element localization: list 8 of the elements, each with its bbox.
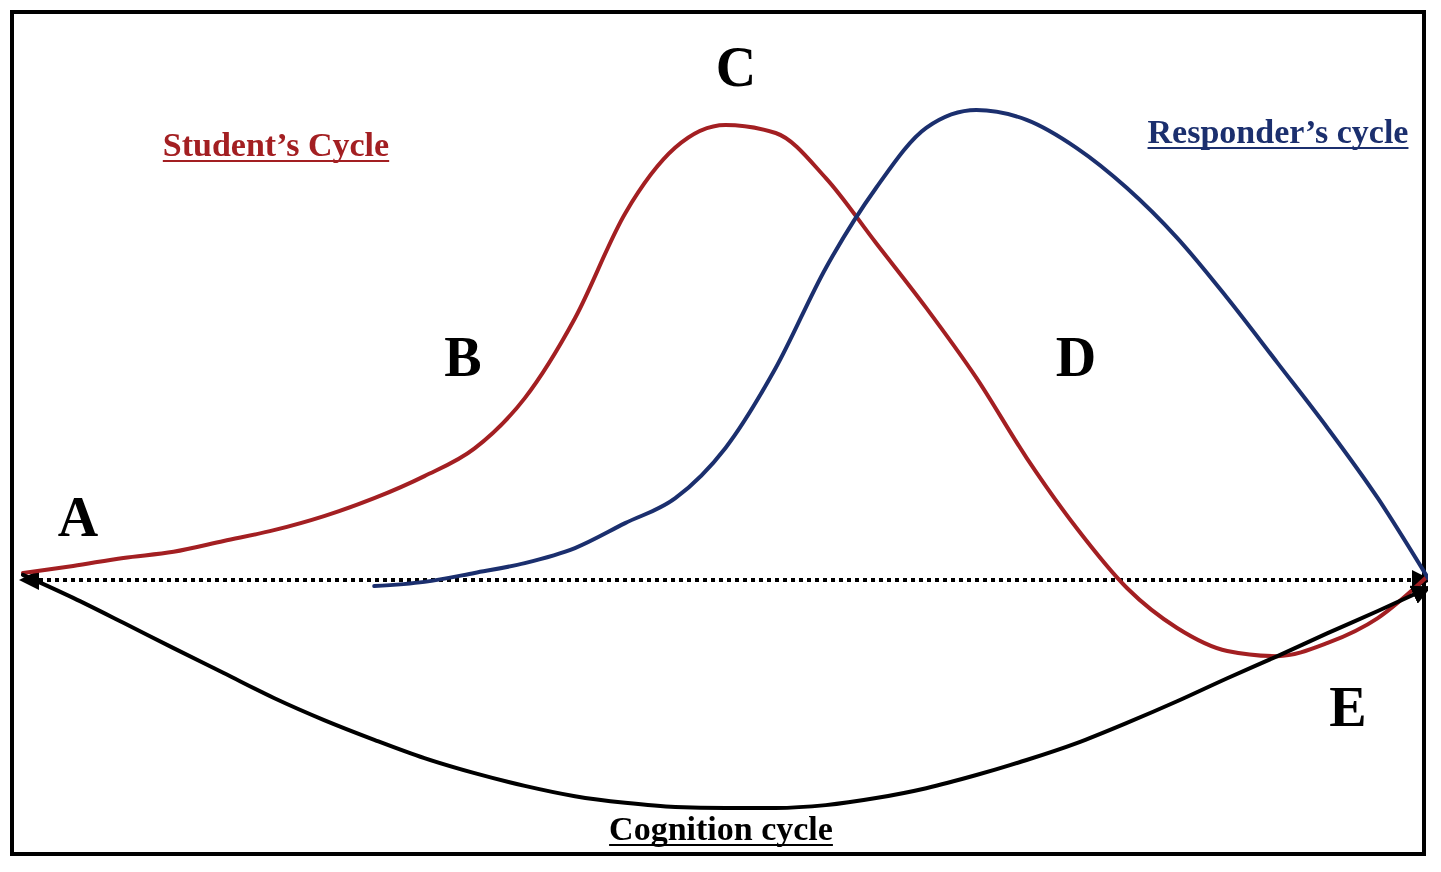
annotation: E (1329, 676, 1367, 738)
annotation: A (57, 486, 99, 548)
series-label: Cognition cycle (609, 810, 833, 847)
text: Student’s Cycle (162, 126, 390, 163)
annotation: B (444, 326, 482, 388)
annotation: D (1055, 326, 1097, 388)
series-label: Responder’s cycle (1147, 113, 1409, 150)
text: C (715, 36, 757, 98)
